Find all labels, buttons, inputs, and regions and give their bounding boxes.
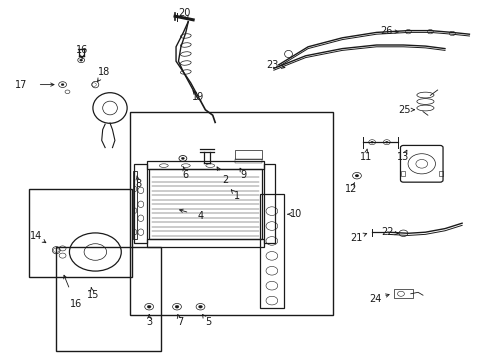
Circle shape — [370, 141, 373, 143]
Circle shape — [181, 157, 184, 159]
Bar — [400, 171, 404, 176]
Text: 11: 11 — [359, 152, 371, 162]
Text: 6: 6 — [183, 170, 188, 180]
Bar — [133, 171, 137, 239]
Circle shape — [354, 174, 358, 177]
Text: 16: 16 — [76, 45, 88, 55]
Bar — [56, 247, 161, 351]
Bar — [146, 161, 264, 169]
Bar — [260, 194, 283, 308]
Text: 18: 18 — [98, 67, 110, 77]
Bar — [393, 289, 412, 298]
Text: 2: 2 — [222, 175, 227, 185]
Text: 14: 14 — [29, 231, 42, 241]
Text: 8: 8 — [135, 179, 141, 189]
Text: 3: 3 — [146, 317, 152, 327]
Text: 20: 20 — [178, 8, 191, 18]
Text: 26: 26 — [379, 26, 392, 36]
Text: 17: 17 — [15, 80, 27, 90]
Text: 25: 25 — [398, 105, 410, 115]
Bar — [129, 112, 332, 315]
Text: 10: 10 — [289, 209, 302, 219]
Text: 15: 15 — [86, 290, 99, 300]
Text: 12: 12 — [344, 184, 357, 194]
Circle shape — [198, 305, 202, 308]
Bar — [149, 169, 261, 239]
Bar — [234, 159, 261, 163]
Text: 23: 23 — [266, 60, 279, 70]
Bar — [134, 164, 146, 243]
Text: 7: 7 — [177, 317, 183, 327]
Bar — [264, 164, 274, 243]
Bar — [146, 239, 264, 247]
Text: 16: 16 — [69, 299, 82, 309]
Circle shape — [147, 305, 151, 308]
Circle shape — [61, 84, 64, 86]
Text: 21: 21 — [349, 233, 362, 243]
Text: 5: 5 — [204, 317, 210, 327]
Text: 4: 4 — [197, 211, 203, 221]
Bar — [234, 150, 261, 159]
Text: 13: 13 — [396, 152, 409, 162]
Circle shape — [385, 141, 387, 143]
Text: 9: 9 — [240, 170, 246, 180]
Text: 1: 1 — [234, 191, 240, 201]
Bar — [438, 171, 442, 176]
Bar — [29, 189, 132, 277]
Text: 19: 19 — [192, 92, 204, 102]
Text: 22: 22 — [381, 227, 393, 237]
Circle shape — [80, 59, 82, 61]
Text: 24: 24 — [368, 294, 381, 304]
Circle shape — [175, 305, 179, 308]
